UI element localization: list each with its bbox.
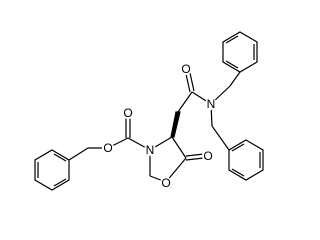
atom-labels: O O N O O O N <box>102 62 217 190</box>
atom-label: O <box>103 141 112 155</box>
atom-label: O <box>203 149 212 163</box>
molecule-diagram: O O N O O O N <box>34 31 264 191</box>
atom-label: O <box>123 106 132 120</box>
atom-label: O <box>181 62 190 76</box>
atom-label: O <box>161 176 170 190</box>
atom-label: N <box>207 97 216 111</box>
atom-label: N <box>146 143 155 157</box>
bonds <box>34 31 264 191</box>
